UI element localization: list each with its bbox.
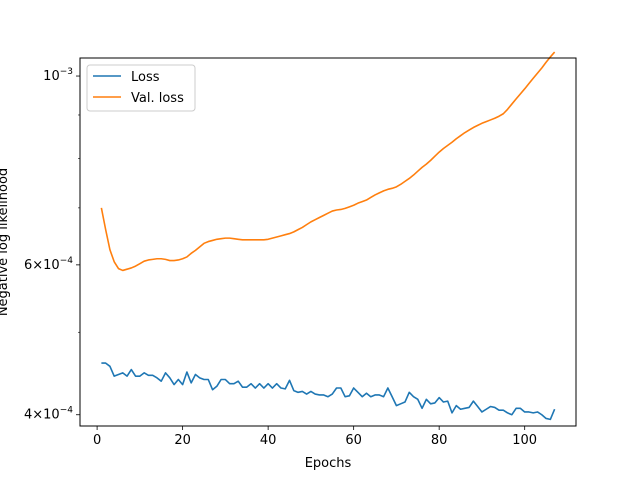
- plot-area: [100, 51, 556, 421]
- axes-frame: [79, 57, 577, 427]
- legend-label-val-loss: Val. loss: [131, 91, 184, 106]
- x-tick-label: 20: [174, 433, 191, 448]
- x-tick-label: 60: [345, 433, 362, 448]
- y-axis-label: Negative log likelihood: [0, 168, 11, 316]
- series-line-val-loss: [100, 51, 556, 272]
- y-axis: 4×10−4 6×10−4 10−3: [24, 67, 80, 423]
- legend-label-loss: Loss: [131, 70, 160, 85]
- legend: Loss Val. loss: [86, 64, 196, 112]
- x-tick-label: 0: [93, 433, 101, 448]
- series-line-loss: [101, 362, 556, 421]
- x-axis-label: Epochs: [305, 456, 352, 471]
- y-tick-label: 4×10−4: [24, 406, 73, 423]
- y-tick-label: 10−3: [43, 67, 73, 84]
- y-tick-label: 6×10−4: [24, 256, 73, 273]
- x-tick-label: 100: [512, 433, 537, 448]
- x-axis: 0 20 40 60 80 100: [93, 426, 537, 448]
- x-tick-label: 40: [260, 433, 277, 448]
- x-tick-label: 80: [431, 433, 448, 448]
